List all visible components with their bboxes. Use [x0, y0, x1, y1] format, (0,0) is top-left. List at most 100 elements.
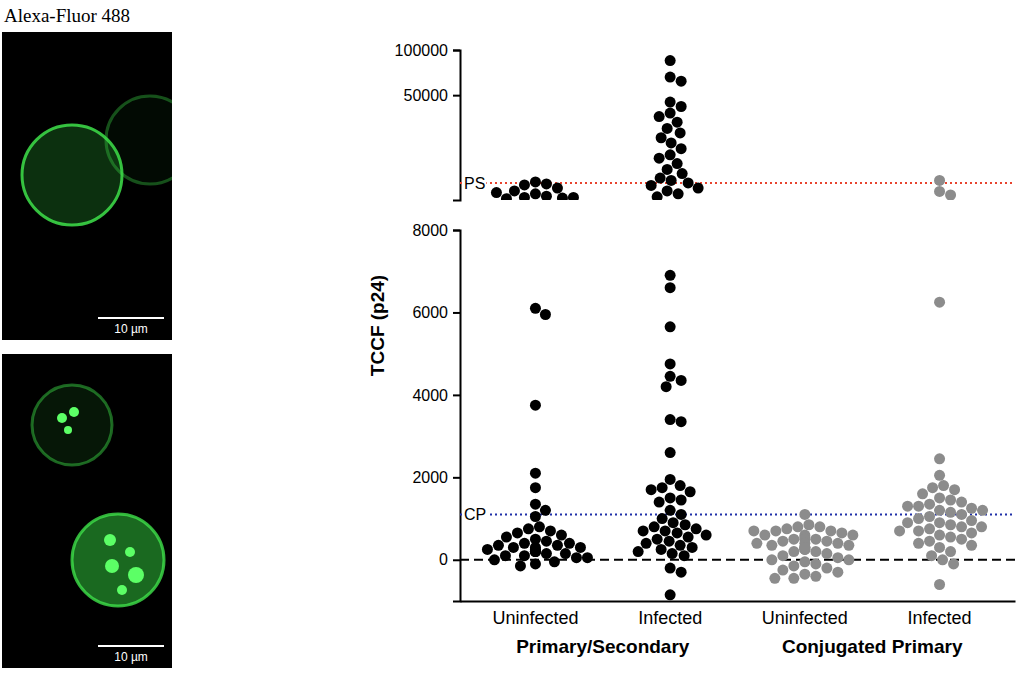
cell: [72, 514, 164, 606]
scale-bar: [98, 317, 164, 319]
data-point: [766, 540, 777, 551]
data-point: [966, 540, 977, 551]
data-point: [672, 117, 683, 128]
y-tick-mark: [453, 394, 460, 396]
data-point: [665, 149, 676, 160]
vesicle: [104, 534, 116, 546]
micrographs: Alexa-Fluor 48810 µm10 µm: [2, 5, 194, 668]
data-point: [666, 175, 677, 186]
data-point: [665, 447, 676, 458]
data-point: [847, 530, 858, 541]
data-point: [501, 193, 512, 200]
data-point: [638, 525, 649, 536]
data-point: [759, 530, 770, 541]
data-point: [545, 525, 556, 536]
data-point: [894, 525, 905, 536]
y-tick: 2000: [412, 469, 460, 486]
data-point: [530, 499, 541, 510]
data-point: [665, 282, 676, 293]
x-tick-label: Uninfected: [762, 608, 848, 628]
data-point: [541, 548, 552, 559]
data-point: [781, 523, 792, 534]
data-point: [934, 470, 945, 481]
data-point: [843, 554, 854, 565]
data-point: [843, 540, 854, 551]
data-point: [523, 523, 534, 534]
data-point: [927, 482, 938, 493]
data-point: [917, 488, 928, 499]
data-point: [489, 554, 500, 565]
y-tick-mark: [453, 559, 460, 561]
data-point: [571, 552, 582, 563]
data-point: [665, 270, 676, 281]
data-point: [777, 536, 788, 547]
y-tick-mark: [453, 312, 460, 314]
x-tick: Infected: [638, 601, 702, 628]
y-tick-mark: [453, 50, 460, 52]
data-point: [652, 191, 663, 200]
data-point: [540, 309, 551, 320]
data-point: [519, 538, 530, 549]
data-point: [770, 525, 781, 536]
data-point: [662, 185, 673, 196]
data-point: [956, 497, 967, 508]
data-point: [956, 509, 967, 520]
data-point: [926, 550, 937, 561]
panel: 02000400060008000UninfectedInfectedUninf…: [367, 222, 1016, 657]
data-point: [821, 548, 832, 559]
y-tick-mark: [453, 477, 460, 479]
data-point: [665, 492, 676, 503]
x-tick-label: Uninfected: [492, 608, 578, 628]
data-point: [665, 97, 676, 108]
y-tick: 0: [439, 551, 460, 568]
data-point: [665, 358, 676, 369]
data-point: [675, 540, 686, 551]
data-point: [519, 192, 530, 200]
reference-label-background: [463, 175, 486, 192]
y-tick-label: 0: [439, 551, 448, 568]
data-point: [934, 542, 945, 553]
data-point: [777, 550, 788, 561]
data-point: [679, 550, 690, 561]
image-background: [2, 354, 172, 668]
data-point: [530, 400, 541, 411]
y-tick-label: 8000: [412, 222, 448, 239]
data-point: [956, 521, 967, 532]
cell: [106, 96, 172, 184]
reference-label: PS: [464, 175, 485, 192]
data-point: [748, 525, 759, 536]
data-point: [661, 381, 672, 392]
data-point: [540, 505, 551, 516]
x-tick: Uninfected: [762, 601, 848, 628]
data-point: [665, 474, 676, 485]
data-point: [575, 542, 586, 553]
data-point: [656, 544, 667, 555]
data-point: [934, 297, 945, 308]
data-point: [751, 538, 762, 549]
data-point: [500, 550, 511, 561]
scale-bar: [98, 645, 164, 647]
data-point: [662, 123, 673, 134]
data-point: [662, 164, 673, 175]
x-tick: Infected: [908, 601, 972, 628]
x-tick-label: Infected: [908, 608, 972, 628]
x-group-label: Conjugated Primary: [782, 636, 963, 657]
data-point: [825, 525, 836, 536]
data-point: [799, 542, 810, 553]
data-point: [557, 193, 568, 200]
data-point: [665, 371, 676, 382]
y-tick-label: 4000: [412, 387, 448, 404]
data-point: [913, 538, 924, 549]
vesicle: [69, 407, 79, 417]
data-point: [530, 511, 541, 522]
data-point: [938, 480, 949, 491]
data-point: [777, 565, 788, 576]
data-point: [810, 571, 821, 582]
data-point: [934, 517, 945, 528]
data-point: [788, 560, 799, 571]
data-point: [652, 534, 663, 545]
data-point: [564, 538, 575, 549]
data-point: [945, 546, 956, 557]
data-point: [675, 480, 686, 491]
data-point: [934, 492, 945, 503]
